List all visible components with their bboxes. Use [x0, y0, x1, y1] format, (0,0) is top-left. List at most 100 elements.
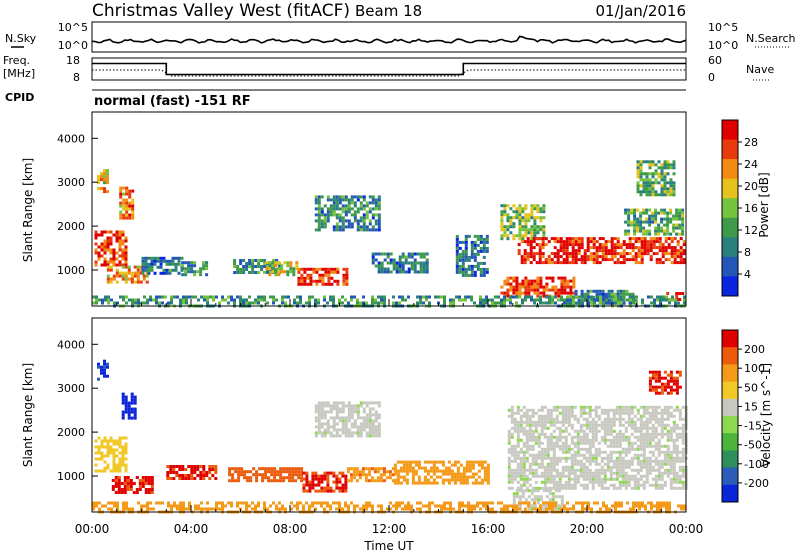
heatmap-cell: [511, 478, 514, 481]
heatmap-cell: [252, 467, 255, 470]
heatmap-cell: [486, 247, 489, 250]
heatmap-cell: [372, 201, 375, 204]
heatmap-cell: [261, 473, 264, 476]
heatmap-cell: [288, 476, 291, 479]
heatmap-cell: [673, 421, 676, 424]
heatmap-cell: [139, 479, 142, 482]
heatmap-cell: [474, 265, 477, 268]
heatmap-cell: [366, 213, 369, 216]
heatmap-cell: [662, 249, 665, 252]
heatmap-cell: [629, 302, 632, 305]
heatmap-cell: [646, 430, 649, 433]
heatmap-cell: [551, 296, 554, 299]
heatmap-cell: [524, 255, 527, 258]
heatmap-cell: [271, 261, 274, 264]
heatmap-cell: [474, 256, 477, 259]
heatmap-cell: [345, 195, 348, 198]
colorbar-swatch: [722, 237, 738, 257]
colorbar-tick-label: 15: [744, 400, 758, 413]
heatmap-cell: [661, 412, 664, 415]
heatmap-cell: [663, 209, 666, 212]
heatmap-cell: [101, 452, 104, 455]
heatmap-cell: [182, 302, 185, 305]
heatmap-cell: [643, 436, 646, 439]
heatmap-cell: [649, 160, 652, 163]
heatmap-cell: [139, 488, 142, 491]
heatmap-cell: [190, 465, 193, 468]
heatmap-cell: [406, 470, 409, 473]
heatmap-cell: [274, 261, 277, 264]
heatmap-cell: [613, 415, 616, 418]
heatmap-cell: [541, 433, 544, 436]
heatmap-cell: [533, 280, 536, 283]
heatmap-cell: [179, 508, 182, 511]
heatmap-cell: [675, 218, 678, 221]
heatmap-cell: [178, 468, 181, 471]
heatmap-cell: [614, 243, 617, 246]
heatmap-cell: [562, 406, 565, 409]
heatmap-cell: [418, 476, 421, 479]
heatmap-cell: [641, 502, 644, 505]
heatmap-cell: [565, 469, 568, 472]
heatmap-cell: [392, 296, 395, 299]
heatmap-cell: [515, 216, 518, 219]
heatmap-cell: [546, 489, 549, 492]
heatmap-cell: [342, 204, 345, 207]
heatmap-cell: [292, 270, 295, 273]
heatmap-cell: [530, 204, 533, 207]
heatmap-cell: [654, 221, 657, 224]
heatmap-cell: [533, 283, 536, 286]
heatmap-cell: [528, 507, 531, 510]
heatmap-cell: [112, 488, 115, 491]
heatmap-cell: [572, 299, 575, 302]
heatmap-cell: [366, 204, 369, 207]
heatmap-cell: [533, 225, 536, 228]
heatmap-cell: [610, 421, 613, 424]
heatmap-cell: [661, 187, 664, 190]
heatmap-cell: [658, 463, 661, 466]
heatmap-cell: [644, 246, 647, 249]
heatmap-cell: [674, 249, 677, 252]
heatmap-cell: [559, 412, 562, 415]
heatmap-cell: [347, 470, 350, 473]
heatmap-cell: [572, 252, 575, 255]
heatmap-cell: [574, 445, 577, 448]
heatmap-cell: [125, 281, 128, 284]
heatmap-cell: [116, 443, 119, 446]
heatmap-cell: [372, 198, 375, 201]
heatmap-cell: [467, 296, 470, 299]
heatmap-cell: [616, 436, 619, 439]
heatmap-cell: [580, 460, 583, 463]
heatmap-cell: [578, 246, 581, 249]
heatmap-cell: [670, 190, 673, 193]
heatmap-cell: [598, 454, 601, 457]
heatmap-cell: [437, 296, 440, 299]
heatmap-cell: [635, 240, 638, 243]
heatmap-cell: [523, 457, 526, 460]
heatmap-cell: [512, 280, 515, 283]
heatmap-cell: [630, 224, 633, 227]
heatmap-cell: [113, 252, 116, 255]
heatmap-cell: [560, 261, 563, 264]
heatmap-cell: [534, 489, 537, 492]
heatmap-cell: [542, 255, 545, 258]
heatmap-cell: [658, 472, 661, 475]
heatmap-cell: [377, 302, 380, 305]
heatmap-cell: [586, 412, 589, 415]
heatmap-cell: [285, 476, 288, 479]
heatmap-cell: [354, 407, 357, 410]
heatmap-cell: [326, 302, 329, 305]
heatmap-cell: [523, 478, 526, 481]
heatmap-cell: [125, 266, 128, 269]
heatmap-cell: [95, 237, 98, 240]
heatmap-cell: [611, 290, 614, 293]
heatmap-cell: [529, 478, 532, 481]
heatmap-cell: [248, 259, 251, 262]
heatmap-cell: [632, 249, 635, 252]
heatmap-cell: [314, 472, 317, 475]
heatmap-cell: [470, 299, 473, 302]
heatmap-cell: [529, 439, 532, 442]
heatmap-cell: [533, 286, 536, 289]
heatmap-cell: [578, 302, 581, 305]
heatmap-cell: [327, 422, 330, 425]
